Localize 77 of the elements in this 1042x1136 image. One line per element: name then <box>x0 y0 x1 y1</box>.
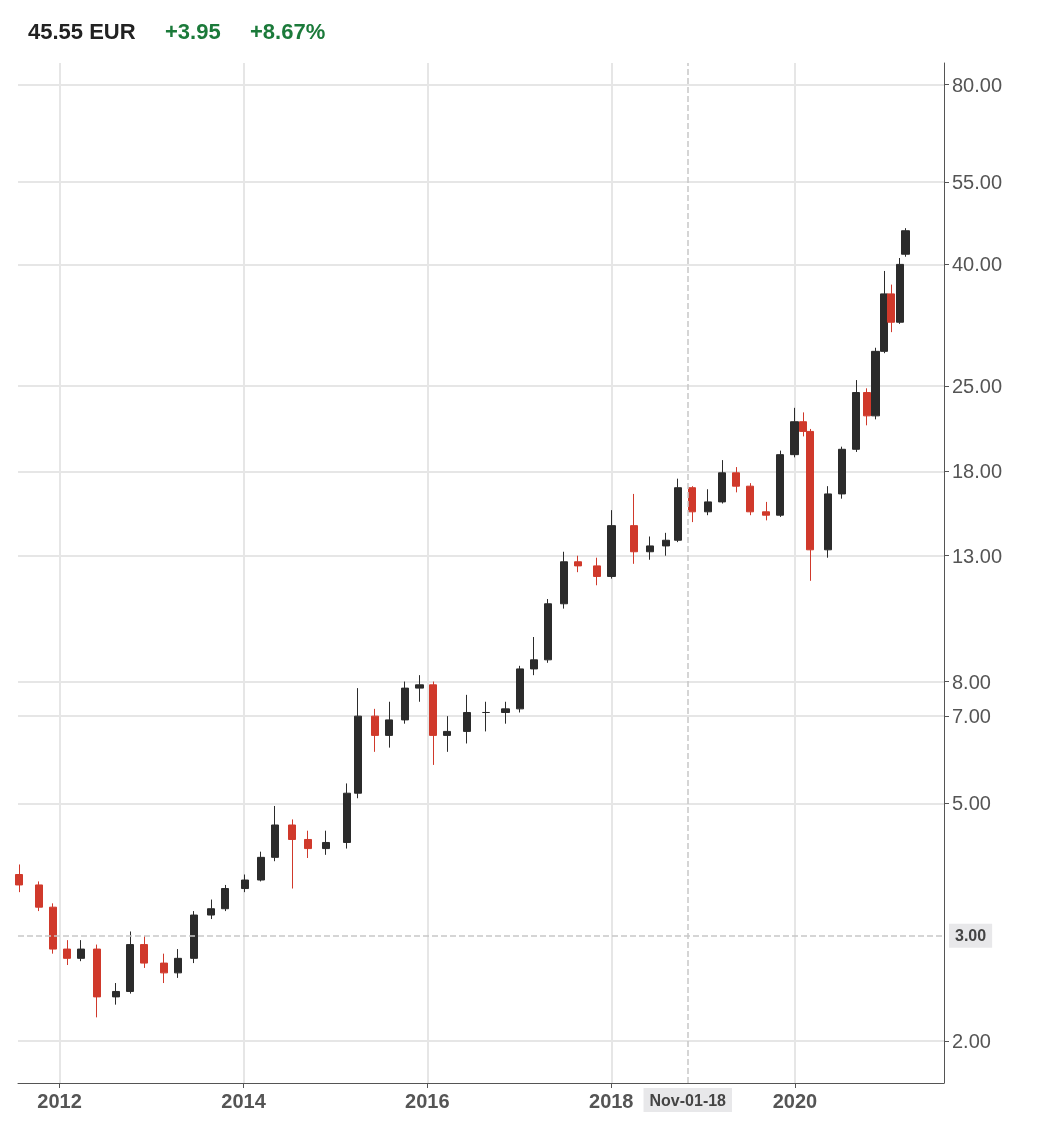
candlestick <box>241 874 249 893</box>
ref-line-label: 3.00 <box>955 927 987 945</box>
y-tick-label: 7.00 <box>952 705 991 728</box>
candlestick <box>762 501 770 521</box>
candlestick <box>852 379 860 453</box>
candlestick <box>35 880 43 912</box>
candlestick <box>501 701 510 725</box>
candlestick <box>207 899 215 920</box>
candlestick <box>271 805 279 862</box>
text: +8.67% <box>250 18 326 44</box>
candlestick <box>160 953 168 984</box>
candlestick <box>112 982 120 1006</box>
candlestick <box>824 485 832 559</box>
candlestick <box>385 701 393 749</box>
candlestick <box>322 830 330 856</box>
candlestick <box>662 532 670 557</box>
x-tick-label: 2012 <box>37 1090 82 1112</box>
y-tick-label: 5.00 <box>952 792 991 815</box>
candlestick <box>574 555 582 573</box>
candlestick <box>896 257 904 325</box>
y-tick-label: 13.00 <box>952 544 1003 567</box>
candlestick <box>630 493 638 565</box>
candlestick <box>288 818 296 890</box>
ref-line-label: Nov-01-18 <box>649 1091 727 1109</box>
candlestick <box>415 674 424 703</box>
candlestick <box>63 939 71 966</box>
x-tick-label: 2018 <box>589 1090 634 1112</box>
candlestick <box>443 715 451 753</box>
candlestick <box>482 701 490 732</box>
candlestick <box>304 830 312 859</box>
candlestick <box>887 284 895 333</box>
candlestick <box>140 935 148 969</box>
y-tick-label: 25.00 <box>952 375 1003 398</box>
y-tick-label: 18.00 <box>952 460 1003 483</box>
candlestick <box>674 478 682 543</box>
candlestick <box>790 407 799 458</box>
y-tick-label: 40.00 <box>952 253 1003 276</box>
candlestick <box>746 482 754 516</box>
candlestick <box>174 948 182 979</box>
candlestick <box>718 459 726 505</box>
candlestick <box>257 851 265 882</box>
candlestick <box>343 782 351 850</box>
y-tick-label: 2.00 <box>952 1029 991 1052</box>
candlestick <box>593 557 601 586</box>
y-tick-label: 8.00 <box>952 670 991 693</box>
candlestick <box>901 227 910 258</box>
candlestick <box>863 387 871 426</box>
candlestick <box>530 636 538 676</box>
candlestick <box>15 863 23 893</box>
x-tick-label: 2020 <box>772 1090 818 1112</box>
candlestick <box>776 450 784 518</box>
candlestick <box>607 509 616 580</box>
text: 45.55 EUR <box>28 18 136 44</box>
candlestick <box>354 687 362 799</box>
candlestick <box>429 681 437 766</box>
candlestick <box>221 884 229 912</box>
candlestick <box>463 694 471 744</box>
x-tick-label: 2016 <box>405 1090 450 1112</box>
x-tick-label: 2014 <box>221 1090 267 1112</box>
text: +3.95 <box>165 18 221 44</box>
candlestick <box>516 665 524 713</box>
candlestick <box>544 598 552 664</box>
candlestick <box>688 485 696 523</box>
candlestick <box>646 536 654 561</box>
candlestick <box>49 902 57 955</box>
candlestick <box>838 446 846 500</box>
candlestick <box>560 551 568 610</box>
candlestick <box>732 466 740 493</box>
candlestick <box>77 939 85 962</box>
candlestick <box>126 931 134 995</box>
candlestick <box>190 910 198 964</box>
candlestick <box>93 944 101 1018</box>
candlestick <box>371 708 379 753</box>
candlestick <box>704 488 712 516</box>
candlestick <box>401 681 409 725</box>
y-tick-label: 55.00 <box>952 170 1003 193</box>
y-tick-label: 80.00 <box>952 73 1003 96</box>
